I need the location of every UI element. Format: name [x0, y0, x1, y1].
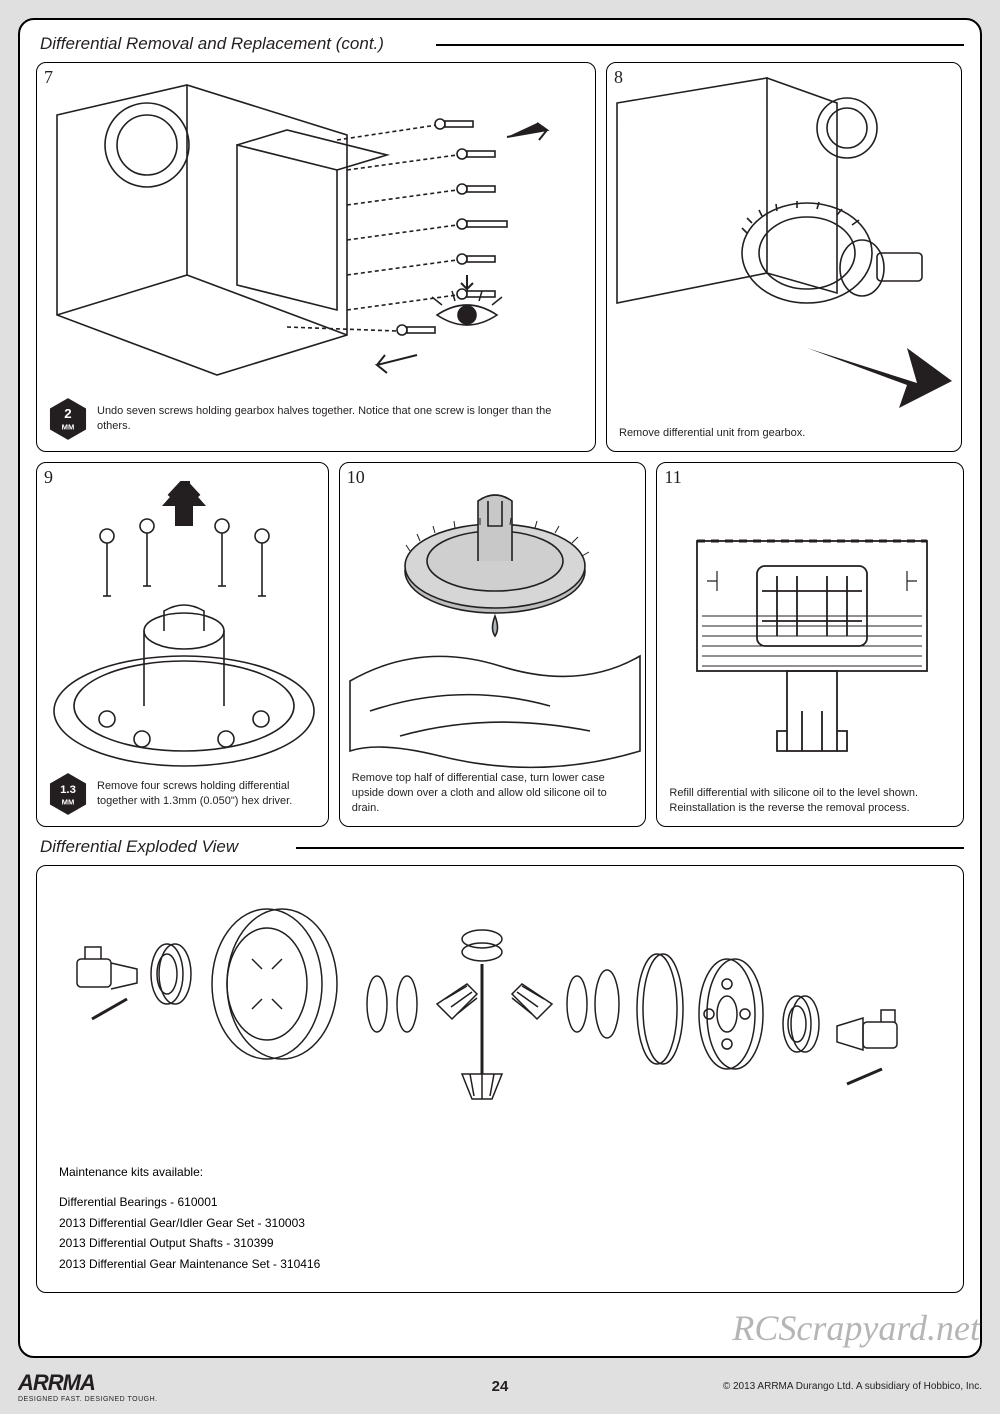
svg-text:MM: MM: [62, 797, 75, 806]
step-7-panel: 7: [36, 62, 596, 452]
step-9-text: Remove four screws holding differential …: [97, 779, 316, 809]
svg-text:2: 2: [64, 406, 71, 421]
step-8-panel: 8: [606, 62, 962, 452]
step-8-illustration: [607, 73, 962, 413]
step-9-illustration: [37, 481, 329, 771]
step-7-text: Undo seven screws holding gearbox halves…: [97, 404, 583, 434]
page-number: 24: [492, 1378, 509, 1395]
step-7-illustration: [37, 75, 596, 405]
kit-item: 2013 Differential Gear Maintenance Set -…: [59, 1254, 320, 1274]
step-8-text: Remove differential unit from gearbox.: [619, 426, 805, 441]
step-11-panel: 11: [656, 462, 964, 827]
exploded-illustration: [37, 874, 964, 1174]
hex-size-badge: 1.3 MM: [49, 772, 87, 816]
hex-size-badge: 2 MM: [49, 397, 87, 441]
section-title: Differential Removal and Replacement (co…: [36, 34, 964, 54]
step-10-illustration: [340, 481, 647, 771]
kit-item: 2013 Differential Gear/Idler Gear Set - …: [59, 1213, 320, 1233]
svg-text:1.3: 1.3: [60, 784, 76, 796]
copyright: © 2013 ARRMA Durango Ltd. A subsidiary o…: [723, 1381, 982, 1392]
svg-text:MM: MM: [62, 422, 75, 431]
kit-item: 2013 Differential Output Shafts - 310399: [59, 1233, 320, 1253]
exploded-view-panel: Maintenance kits available: Differential…: [36, 865, 964, 1293]
step-10-text: Remove top half of differential case, tu…: [352, 771, 634, 816]
step-11-illustration: [657, 481, 964, 771]
section-title-2: Differential Exploded View: [36, 837, 964, 857]
brand-tagline: DESIGNED FAST. DESIGNED TOUGH.: [18, 1396, 158, 1403]
step-10-panel: 10: [339, 462, 647, 827]
step-11-text: Refill differential with silicone oil to…: [669, 786, 951, 816]
kits-title: Maintenance kits available:: [59, 1162, 320, 1182]
brand-logo: ARRMA: [18, 1370, 158, 1396]
kit-item: Differential Bearings - 610001: [59, 1192, 320, 1212]
kits-block: Maintenance kits available: Differential…: [59, 1162, 320, 1274]
step-9-panel: 9: [36, 462, 329, 827]
page-footer: ARRMA DESIGNED FAST. DESIGNED TOUGH. 24 …: [18, 1366, 982, 1406]
section-title-2-text: Differential Exploded View: [40, 837, 238, 856]
section-title-text: Differential Removal and Replacement (co…: [40, 34, 384, 53]
